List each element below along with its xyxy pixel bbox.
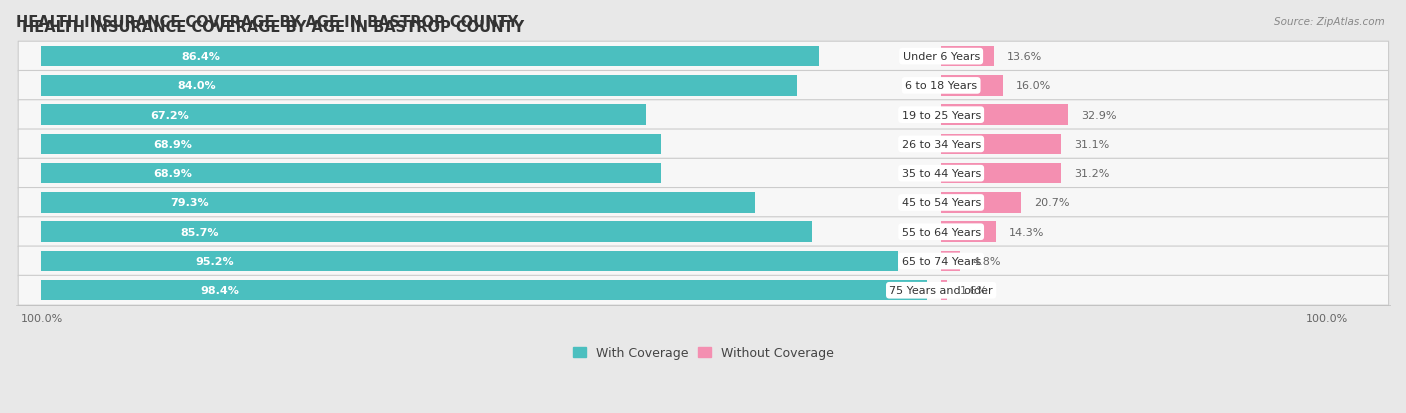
- Text: 31.2%: 31.2%: [1074, 169, 1109, 179]
- Text: 13.6%: 13.6%: [1007, 52, 1042, 62]
- Text: 84.0%: 84.0%: [177, 81, 217, 91]
- Text: 4.8%: 4.8%: [973, 256, 1001, 266]
- Text: 1.6%: 1.6%: [960, 285, 988, 296]
- Bar: [41, 251, 898, 272]
- Text: 26 to 34 Years: 26 to 34 Years: [901, 140, 981, 150]
- Bar: [41, 280, 927, 301]
- FancyBboxPatch shape: [18, 188, 1389, 218]
- Bar: [41, 193, 755, 213]
- Text: 55 to 64 Years: 55 to 64 Years: [901, 227, 981, 237]
- Text: 68.9%: 68.9%: [153, 140, 191, 150]
- Bar: [41, 105, 645, 126]
- Bar: [41, 222, 813, 242]
- Text: 65 to 74 Years: 65 to 74 Years: [901, 256, 981, 266]
- Text: 45 to 54 Years: 45 to 54 Years: [901, 198, 981, 208]
- FancyBboxPatch shape: [18, 217, 1389, 247]
- Text: 75 Years and older: 75 Years and older: [890, 285, 993, 296]
- Bar: [41, 164, 661, 184]
- Text: 79.3%: 79.3%: [170, 198, 208, 208]
- Text: 95.2%: 95.2%: [195, 256, 235, 266]
- Bar: [41, 134, 661, 155]
- Bar: [941, 47, 994, 67]
- Bar: [41, 76, 797, 96]
- FancyBboxPatch shape: [18, 275, 1389, 306]
- Text: 35 to 44 Years: 35 to 44 Years: [901, 169, 981, 179]
- Bar: [941, 280, 948, 301]
- Bar: [941, 134, 1062, 155]
- Bar: [941, 222, 997, 242]
- Text: 16.0%: 16.0%: [1015, 81, 1050, 91]
- FancyBboxPatch shape: [18, 42, 1389, 72]
- Text: 67.2%: 67.2%: [150, 110, 188, 120]
- Bar: [941, 193, 1021, 213]
- Text: 31.1%: 31.1%: [1074, 140, 1109, 150]
- Text: 20.7%: 20.7%: [1033, 198, 1070, 208]
- Legend: With Coverage, Without Coverage: With Coverage, Without Coverage: [569, 342, 838, 363]
- Text: 32.9%: 32.9%: [1081, 110, 1116, 120]
- FancyBboxPatch shape: [18, 100, 1389, 130]
- Text: Under 6 Years: Under 6 Years: [903, 52, 980, 62]
- Text: Source: ZipAtlas.com: Source: ZipAtlas.com: [1274, 17, 1385, 26]
- Bar: [41, 47, 818, 67]
- Text: 6 to 18 Years: 6 to 18 Years: [905, 81, 977, 91]
- FancyBboxPatch shape: [18, 159, 1389, 189]
- Text: HEALTH INSURANCE COVERAGE BY AGE IN BASTROP COUNTY: HEALTH INSURANCE COVERAGE BY AGE IN BAST…: [15, 15, 517, 30]
- Text: 68.9%: 68.9%: [153, 169, 191, 179]
- Text: 85.7%: 85.7%: [180, 227, 219, 237]
- Bar: [941, 105, 1069, 126]
- Text: 86.4%: 86.4%: [181, 52, 221, 62]
- Text: 14.3%: 14.3%: [1010, 227, 1045, 237]
- Text: 98.4%: 98.4%: [201, 285, 239, 296]
- Bar: [941, 251, 960, 272]
- FancyBboxPatch shape: [18, 130, 1389, 159]
- Text: 19 to 25 Years: 19 to 25 Years: [901, 110, 981, 120]
- FancyBboxPatch shape: [18, 71, 1389, 101]
- FancyBboxPatch shape: [18, 247, 1389, 276]
- Bar: [941, 164, 1062, 184]
- Bar: [941, 76, 1002, 96]
- Text: HEALTH INSURANCE COVERAGE BY AGE IN BASTROP COUNTY: HEALTH INSURANCE COVERAGE BY AGE IN BAST…: [22, 20, 524, 35]
